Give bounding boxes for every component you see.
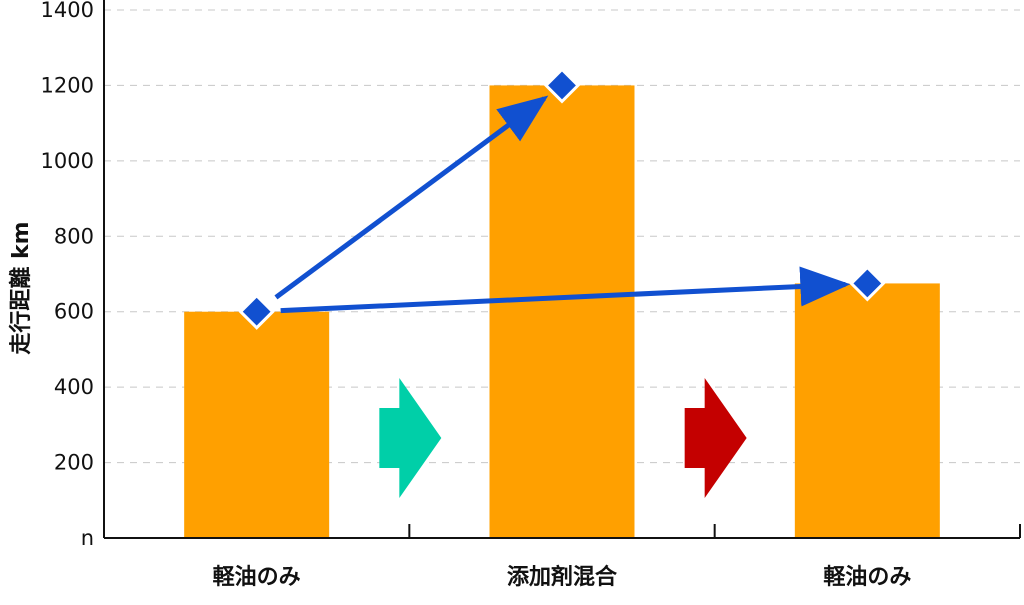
transition-arrow [684,378,747,498]
bar [794,283,940,538]
axes [103,0,1021,539]
y-tick-label: 1400 [41,0,94,22]
transition-arrows [379,378,747,498]
data-point-marker [849,265,886,302]
category-label: 軽油のみ [823,564,911,590]
y-tick-label: 600 [54,300,94,324]
trend-arrows [274,95,851,314]
y-tick-label: n [81,526,94,550]
category-labels: 軽油のみ 添加剤混合 軽油のみ [213,564,912,590]
bar [184,311,330,538]
trend-arrow [274,95,549,300]
category-label: 添加剤混合 [507,564,618,590]
trend-arrow [280,266,851,314]
y-tick-label: 400 [54,375,94,399]
data-point-marker [238,293,275,330]
y-tick-label: 200 [54,451,94,475]
bar [489,85,635,538]
data-point-marker [543,67,581,104]
markers [238,67,886,330]
y-tick-label: 800 [54,224,94,248]
bars [184,85,940,538]
y-tick-label: 1000 [41,149,94,173]
category-label: 軽油のみ [213,564,301,590]
transition-arrow [379,378,442,498]
y-tick-labels: n 200 400 600 800 1000 1200 1400 [41,0,94,550]
y-axis-label: 走行距離 km [8,221,34,354]
y-tick-label: 1200 [41,73,94,97]
